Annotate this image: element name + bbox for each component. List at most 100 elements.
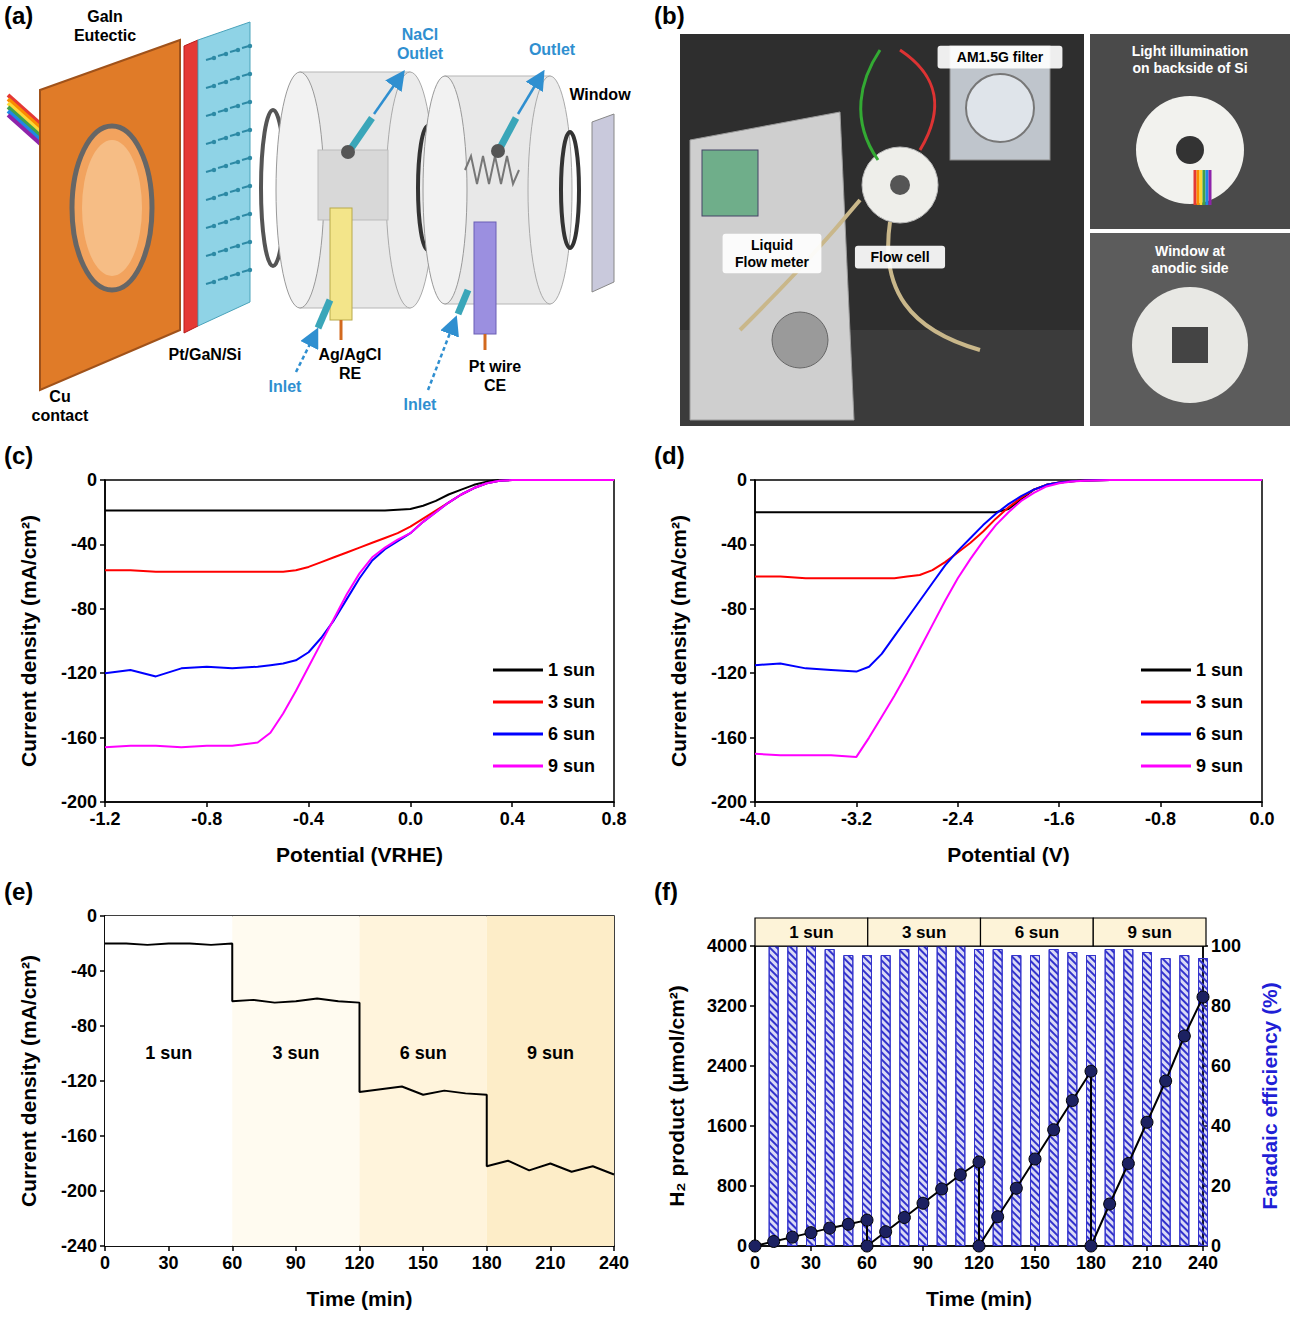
svg-text:Light illuminationon backside: Light illuminationon backside of Si [1132,43,1249,76]
svg-text:100: 100 [1211,936,1241,956]
svg-text:Faradaic efficiency (%): Faradaic efficiency (%) [1258,982,1281,1210]
svg-text:0: 0 [737,1236,747,1256]
svg-text:3 sun: 3 sun [272,1043,319,1063]
svg-text:60: 60 [1211,1056,1231,1076]
svg-text:-0.8: -0.8 [1145,809,1176,829]
svg-text:(b): (b) [654,2,685,29]
svg-text:3 sun: 3 sun [1196,692,1243,712]
svg-text:1 sun: 1 sun [1196,660,1243,680]
svg-text:-160: -160 [61,1126,97,1146]
svg-text:Inlet: Inlet [269,378,303,395]
svg-text:Pt wireCE: Pt wireCE [469,358,522,394]
svg-text:-80: -80 [71,599,97,619]
svg-text:Window: Window [569,86,631,103]
svg-text:90: 90 [913,1253,933,1273]
svg-text:Cucontact: Cucontact [32,388,90,424]
svg-text:-120: -120 [711,663,747,683]
svg-text:Inlet: Inlet [404,396,438,413]
svg-text:80: 80 [1211,996,1231,1016]
svg-text:0: 0 [100,1253,110,1273]
svg-text:30: 30 [801,1253,821,1273]
svg-text:0: 0 [750,1253,760,1273]
svg-text:Time (min): Time (min) [926,1287,1032,1310]
svg-text:-80: -80 [71,1016,97,1036]
svg-text:150: 150 [1020,1253,1050,1273]
svg-text:1 sun: 1 sun [145,1043,192,1063]
svg-text:90: 90 [286,1253,306,1273]
svg-text:1 sun: 1 sun [789,923,833,942]
svg-text:3 sun: 3 sun [548,692,595,712]
svg-text:120: 120 [344,1253,374,1273]
svg-text:-160: -160 [711,728,747,748]
svg-text:-1.2: -1.2 [89,809,120,829]
svg-text:30: 30 [159,1253,179,1273]
svg-text:60: 60 [222,1253,242,1273]
svg-text:0.0: 0.0 [398,809,423,829]
svg-text:9 sun: 9 sun [1196,756,1243,776]
svg-text:150: 150 [408,1253,438,1273]
svg-text:0.8: 0.8 [601,809,626,829]
svg-text:4000: 4000 [707,936,747,956]
svg-text:-120: -120 [61,663,97,683]
svg-text:-160: -160 [61,728,97,748]
svg-text:6 sun: 6 sun [1015,923,1059,942]
svg-text:-0.4: -0.4 [293,809,324,829]
svg-text:LiquidFlow meter: LiquidFlow meter [735,237,809,270]
svg-text:9 sun: 9 sun [548,756,595,776]
svg-text:-40: -40 [71,961,97,981]
svg-text:0.0: 0.0 [1249,809,1274,829]
svg-text:9 sun: 9 sun [527,1043,574,1063]
svg-text:180: 180 [1076,1253,1106,1273]
svg-text:0: 0 [87,906,97,926]
svg-text:-80: -80 [721,599,747,619]
svg-text:0: 0 [737,470,747,490]
svg-text:60: 60 [857,1253,877,1273]
svg-text:0.4: 0.4 [500,809,525,829]
svg-text:NaClOutlet: NaClOutlet [397,26,444,62]
svg-text:6 sun: 6 sun [548,724,595,744]
svg-text:AM1.5G filter: AM1.5G filter [957,49,1044,65]
svg-text:Current density (mA/cm²): Current density (mA/cm²) [17,955,40,1207]
svg-text:240: 240 [1188,1253,1218,1273]
svg-text:Outlet: Outlet [529,41,576,58]
svg-text:Potential (VRHE): Potential (VRHE) [276,843,443,866]
svg-text:40: 40 [1211,1116,1231,1136]
svg-text:-3.2: -3.2 [841,809,872,829]
svg-text:-1.6: -1.6 [1044,809,1075,829]
svg-text:1 sun: 1 sun [548,660,595,680]
svg-text:Ag/AgClRE: Ag/AgClRE [318,346,381,382]
svg-text:-0.8: -0.8 [191,809,222,829]
svg-text:Current density (mA/cm²): Current density (mA/cm²) [17,515,40,767]
svg-text:2400: 2400 [707,1056,747,1076]
svg-text:-2.4: -2.4 [942,809,973,829]
svg-text:Window atanodic side: Window atanodic side [1151,243,1228,276]
svg-text:800: 800 [717,1176,747,1196]
svg-text:-40: -40 [71,534,97,554]
svg-text:GaInEutectic: GaInEutectic [74,8,136,44]
svg-text:210: 210 [1132,1253,1162,1273]
svg-text:Current density (mA/cm²): Current density (mA/cm²) [667,515,690,767]
svg-text:3200: 3200 [707,996,747,1016]
svg-text:Pt/GaN/Si: Pt/GaN/Si [169,346,242,363]
svg-text:9 sun: 9 sun [1127,923,1171,942]
svg-text:-120: -120 [61,1071,97,1091]
svg-text:-4.0: -4.0 [739,809,770,829]
svg-text:-40: -40 [721,534,747,554]
svg-text:-240: -240 [61,1236,97,1256]
svg-text:Time (min): Time (min) [307,1287,413,1310]
svg-text:1600: 1600 [707,1116,747,1136]
svg-text:120: 120 [964,1253,994,1273]
svg-text:Flow cell: Flow cell [870,249,929,265]
svg-text:240: 240 [599,1253,629,1273]
svg-text:-200: -200 [61,1181,97,1201]
svg-text:180: 180 [472,1253,502,1273]
svg-text:20: 20 [1211,1176,1231,1196]
svg-text:0: 0 [87,470,97,490]
svg-text:(a): (a) [4,2,33,29]
svg-text:H₂ product (μmol/cm²): H₂ product (μmol/cm²) [665,985,688,1207]
svg-text:6 sun: 6 sun [400,1043,447,1063]
svg-text:6 sun: 6 sun [1196,724,1243,744]
svg-text:210: 210 [535,1253,565,1273]
svg-text:3 sun: 3 sun [902,923,946,942]
svg-text:Potential (V): Potential (V) [947,843,1070,866]
